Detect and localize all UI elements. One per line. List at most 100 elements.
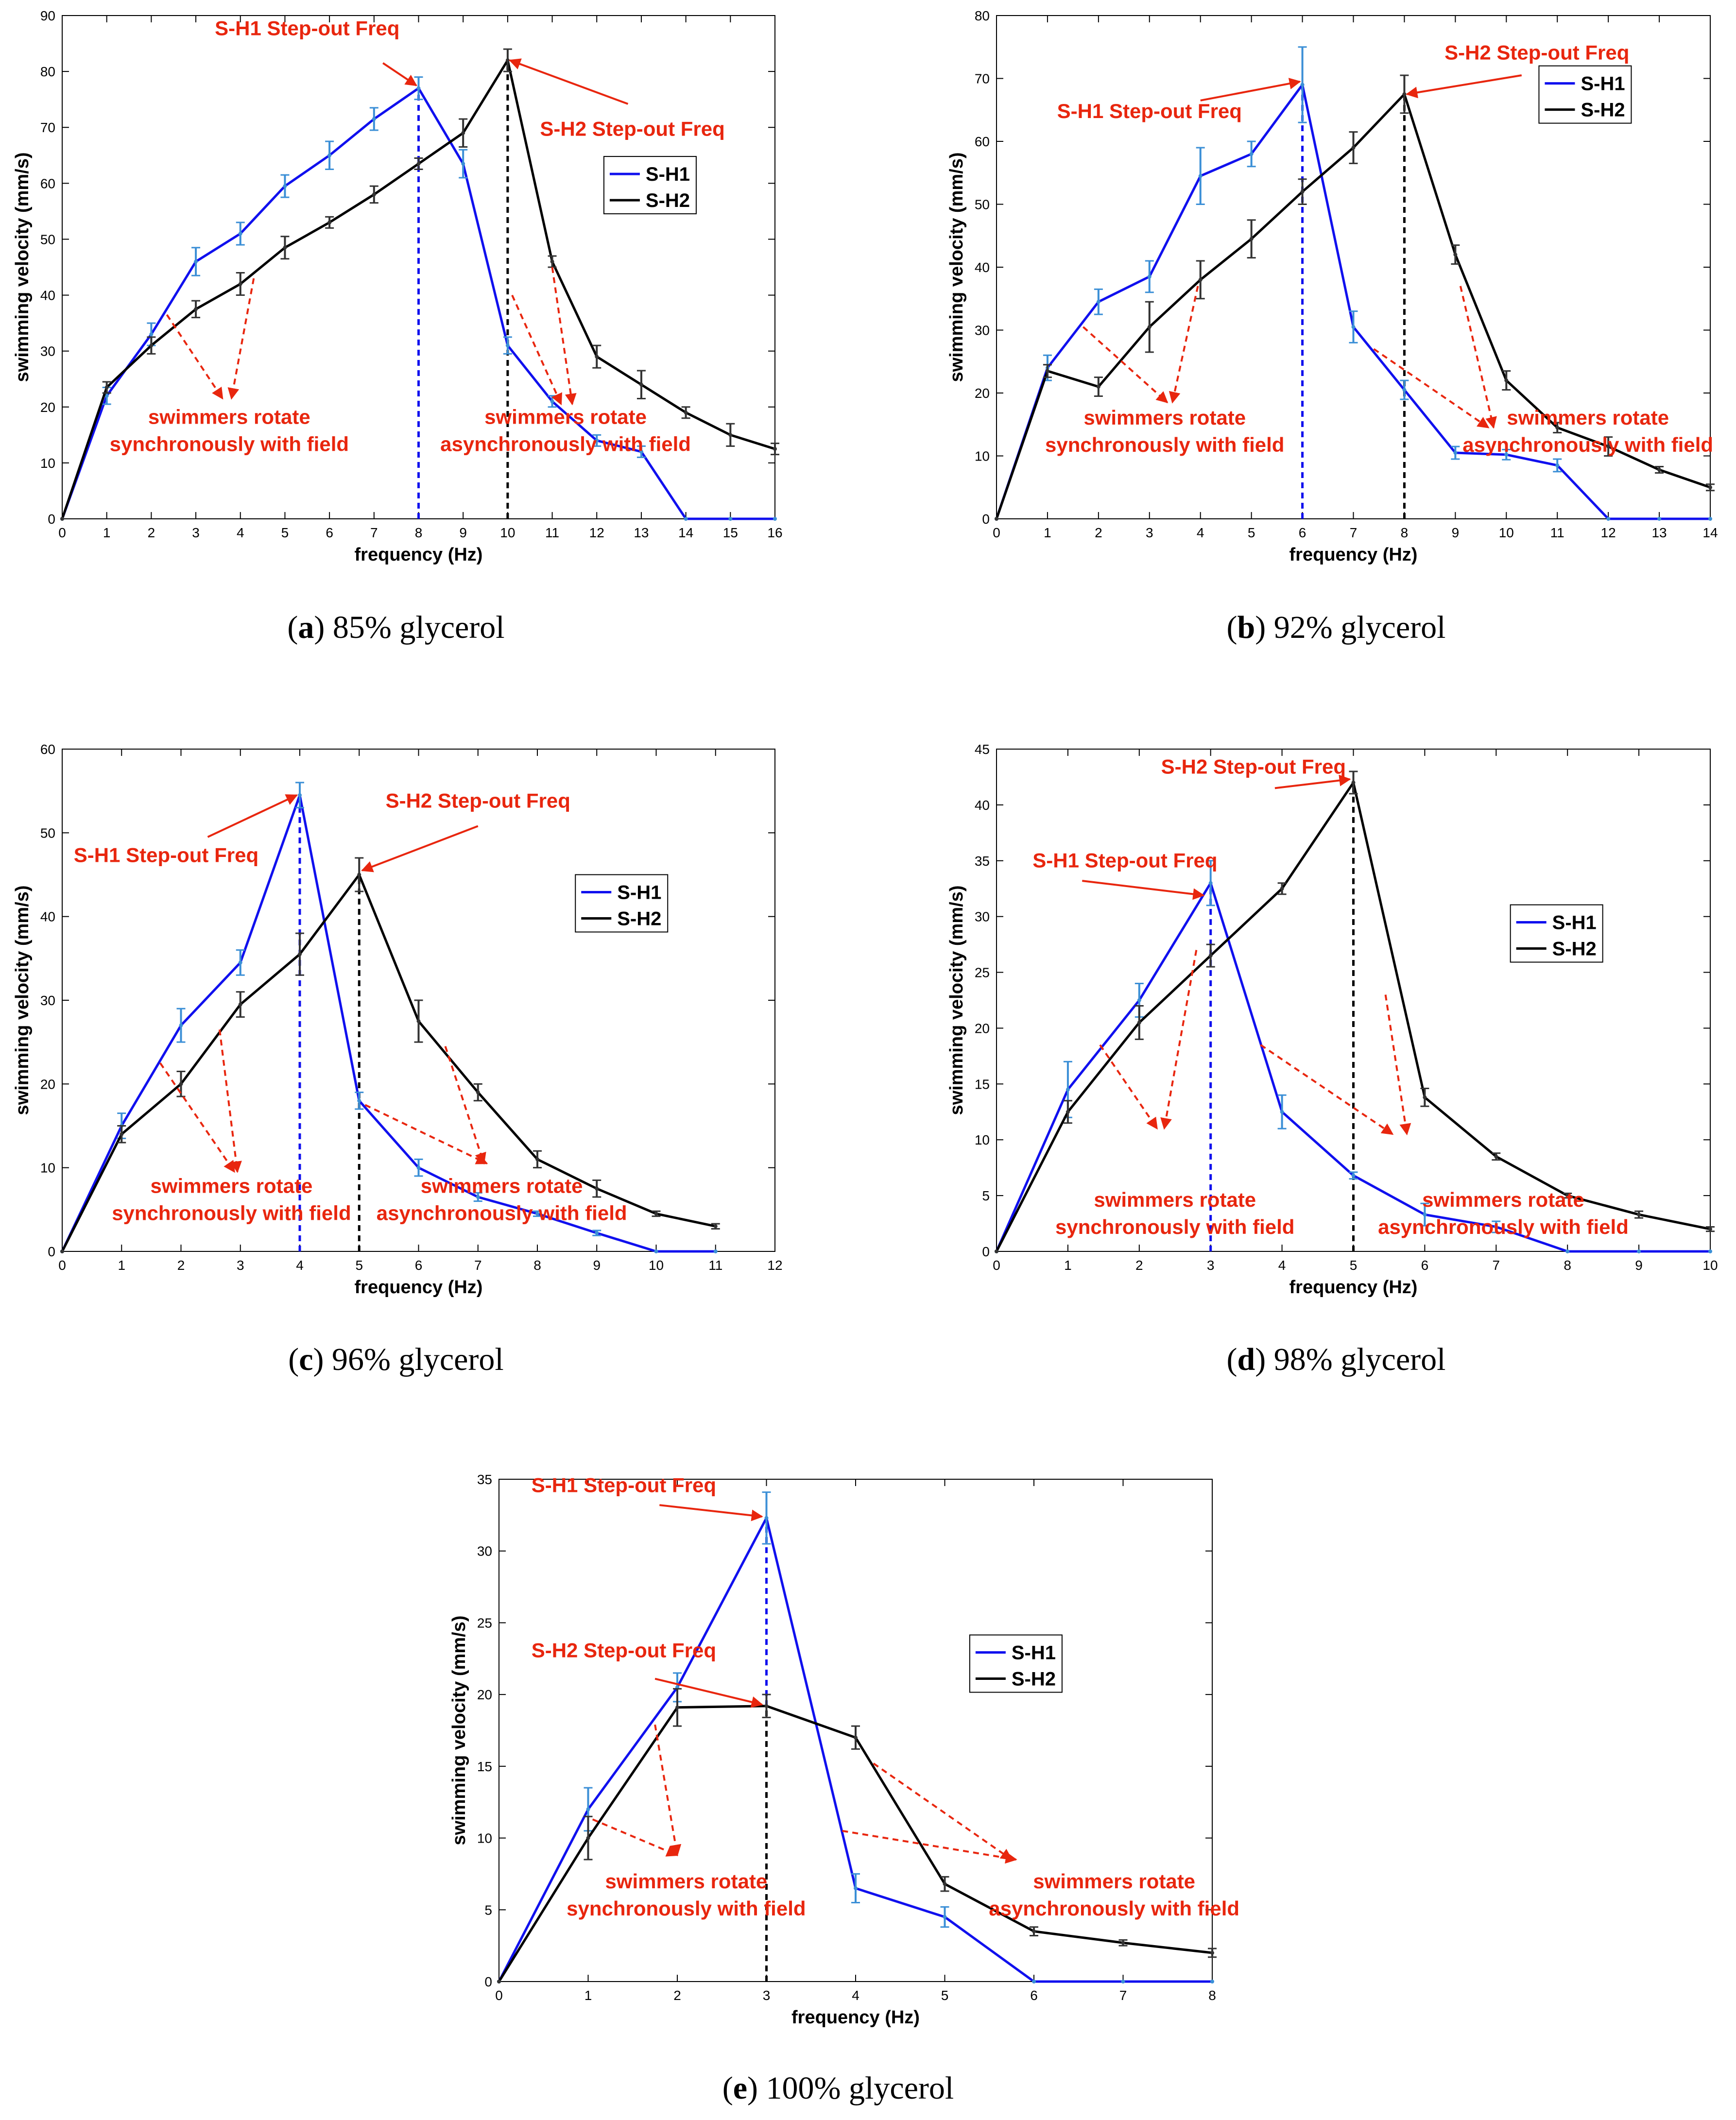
annotation-async: swimmers rotate asynchronously with field (364, 1046, 627, 1224)
data-point-s-h2 (995, 517, 998, 521)
y-tick-label: 0 (48, 512, 55, 527)
annotation-text: S-H1 Step-out Freq (74, 844, 258, 867)
data-point-s-h1 (654, 1249, 658, 1253)
data-point-s-h1 (238, 231, 242, 236)
data-point-s-h2 (586, 1836, 590, 1840)
data-point-s-h1 (1708, 517, 1712, 521)
annotation-h1-step: S-H1 Step-out Freq (1032, 849, 1218, 900)
x-tick-label: 14 (678, 525, 693, 540)
x-tick-label: 4 (296, 1258, 304, 1273)
caption-paren-open: ( (287, 610, 298, 645)
x-tick-label: 2 (177, 1258, 185, 1273)
data-point-s-h2 (298, 952, 302, 957)
data-point-s-h1 (505, 343, 510, 348)
panel-caption: (a) 85% glycerol (287, 610, 504, 645)
annotation-arrow (166, 314, 223, 400)
y-tick-label: 40 (40, 288, 55, 303)
annotation-text: asynchronously with field (989, 1897, 1239, 1920)
legend-label-s-h2: S-H2 (617, 908, 661, 930)
legend: S-H1 S-H2 (1538, 65, 1632, 124)
x-tick-label: 5 (355, 1258, 363, 1273)
x-tick-label: 0 (58, 1258, 66, 1273)
y-tick-label: 40 (975, 798, 990, 813)
x-tick-label: 2 (148, 525, 155, 540)
annotation-h1-step: S-H1 Step-out Freq (1057, 78, 1301, 122)
data-point-s-h1 (1198, 174, 1203, 178)
data-point-s-h2 (854, 1735, 858, 1740)
caption-paren-close: ) (314, 610, 332, 645)
annotation-arrow (654, 1724, 682, 1857)
data-point-s-h2 (1137, 1020, 1141, 1025)
x-tick-label: 11 (1550, 525, 1564, 540)
x-tick-label: 3 (192, 525, 200, 540)
panel-caption: (b) 92% glycerol (1227, 610, 1446, 645)
data-point-s-h1 (764, 1516, 769, 1520)
annotation-text: swimmers rotate (605, 1870, 767, 1893)
panel-caption: (c) 96% glycerol (288, 1342, 503, 1377)
data-point-s-h1 (179, 1023, 183, 1027)
data-point-s-h1 (1121, 1980, 1125, 1983)
x-axis-label: frequency (Hz) (355, 1277, 483, 1298)
data-point-s-h1 (1351, 325, 1356, 329)
legend-box (575, 874, 669, 933)
x-tick-label: 10 (1702, 1258, 1718, 1273)
data-point-s-h1 (416, 86, 421, 90)
annotation-text: synchronously with field (112, 1201, 351, 1224)
caption-text: 96% glycerol (332, 1342, 504, 1377)
data-point-s-h2 (1045, 369, 1049, 373)
annotation-arrow (1274, 774, 1351, 789)
x-tick-label: 11 (708, 1258, 722, 1273)
data-point-s-h2 (1494, 1154, 1498, 1159)
annotation-text: asynchronously with field (377, 1201, 627, 1224)
y-tick-label: 30 (477, 1544, 492, 1559)
data-point-s-h2 (416, 1019, 421, 1024)
caption-paren-close: ) (1255, 1342, 1273, 1377)
data-point-s-h1 (1504, 452, 1509, 457)
caption-text: 100% glycerol (766, 2070, 954, 2106)
annotation-text: S-H2 Step-out Freq (1444, 41, 1629, 64)
data-point-s-h2 (1249, 237, 1254, 241)
legend-label-s-h1: S-H1 (1552, 912, 1597, 934)
y-tick-label: 10 (975, 1132, 990, 1147)
caption-paren-close: ) (747, 2070, 766, 2106)
y-tick-label: 40 (975, 260, 990, 275)
annotation-text: S-H2 Step-out Freq (386, 789, 570, 812)
data-point-s-h1 (1402, 388, 1407, 392)
data-point-s-h2 (60, 517, 64, 521)
x-axis-label: frequency (Hz) (355, 545, 483, 565)
annotation-arrow (227, 278, 255, 400)
panel-caption: (d) 98% glycerol (1227, 1342, 1446, 1377)
caption-paren-close: ) (313, 1342, 332, 1377)
x-tick-label: 6 (1299, 525, 1306, 540)
legend-label-s-h1: S-H1 (617, 882, 661, 904)
y-tick-label: 80 (975, 8, 990, 23)
x-tick-label: 5 (941, 1988, 949, 2003)
caption-text: 92% glycerol (1274, 610, 1446, 645)
annotation-h1-step: S-H1 Step-out Freq (532, 1474, 763, 1522)
annotation-arrow (551, 267, 577, 406)
data-point-s-h1 (1137, 998, 1141, 1002)
y-tick-label: 60 (40, 176, 55, 191)
legend-label-s-h2: S-H2 (646, 190, 690, 211)
annotation-text: asynchronously with field (440, 432, 691, 455)
x-tick-label: 8 (1401, 525, 1409, 540)
annotation-h1-step: S-H1 Step-out Freq (74, 794, 298, 867)
data-point-s-h1 (327, 153, 332, 157)
y-tick-label: 25 (975, 965, 990, 980)
data-point-s-h2 (654, 1212, 658, 1216)
x-tick-label: 9 (459, 525, 467, 540)
annotation-h2-step: S-H2 Step-out Freq (532, 1639, 763, 1708)
data-point-s-h1 (1606, 517, 1611, 521)
data-point-s-h1 (1494, 1225, 1498, 1229)
y-tick-label: 40 (40, 909, 55, 924)
x-tick-label: 3 (1146, 525, 1153, 540)
annotation-arrow (444, 1046, 486, 1165)
y-tick-label: 30 (40, 344, 55, 359)
data-point-s-h1 (298, 793, 302, 797)
data-point-s-h2 (728, 433, 733, 437)
x-tick-label: 7 (370, 525, 378, 540)
annotation-arrow (382, 62, 417, 86)
data-point-s-h1 (639, 449, 643, 454)
data-point-s-h2 (1555, 426, 1560, 430)
data-point-s-h1 (1453, 451, 1458, 455)
